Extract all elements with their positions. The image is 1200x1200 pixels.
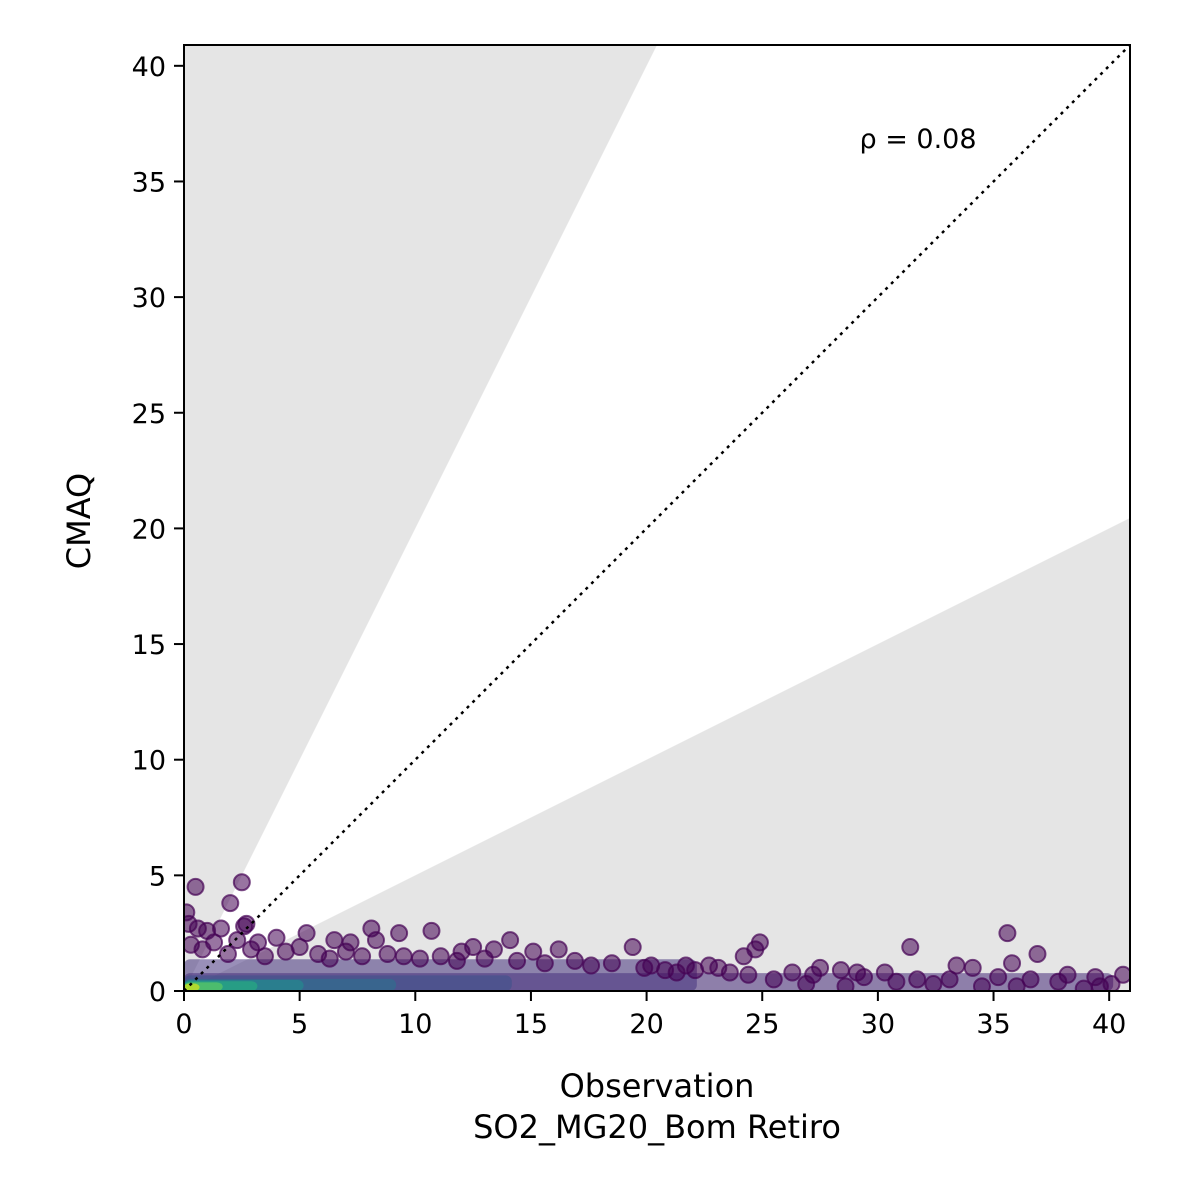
y-axis-ticks: 0 5 10 15 20 25 30 35 40 xyxy=(132,52,184,1008)
scatter-point xyxy=(686,961,705,980)
scatter-point xyxy=(431,947,450,966)
scatter-point xyxy=(602,954,621,973)
scatter-point xyxy=(623,938,642,957)
scatter-point xyxy=(267,928,286,947)
x-tick-label: 0 xyxy=(175,1009,192,1040)
scatter-point xyxy=(855,968,874,987)
scatter-point xyxy=(221,894,240,913)
x-tick-label: 15 xyxy=(514,1009,548,1040)
scatter-point xyxy=(565,951,584,970)
scatter-point xyxy=(366,931,385,950)
scatter-point xyxy=(410,949,429,968)
x-tick-label: 30 xyxy=(861,1009,895,1040)
y-tick-label: 0 xyxy=(149,977,166,1008)
scatter-point xyxy=(667,963,686,982)
scatter-point xyxy=(582,956,601,975)
y-tick-label: 35 xyxy=(132,167,166,198)
scatter-point xyxy=(378,944,397,963)
scatter-point xyxy=(205,933,224,952)
scatter-point xyxy=(212,919,231,938)
scatter-point xyxy=(336,942,355,961)
y-tick-label: 30 xyxy=(132,283,166,314)
x-tick-label: 40 xyxy=(1092,1009,1126,1040)
scatter-point xyxy=(186,877,205,896)
upper-shaded-band xyxy=(184,45,657,991)
scatter-point xyxy=(242,940,261,959)
y-tick-label: 15 xyxy=(132,630,166,661)
x-tick-label: 10 xyxy=(398,1009,432,1040)
scatter-point xyxy=(989,968,1008,987)
scatter-point xyxy=(320,949,339,968)
correlation-annotation: ρ = 0.08 xyxy=(859,124,976,155)
y-tick-label: 40 xyxy=(132,52,166,83)
y-tick-label: 5 xyxy=(149,861,166,892)
scatter-point xyxy=(963,958,982,977)
scatter-point xyxy=(875,963,894,982)
scatter-point xyxy=(924,975,943,991)
scatter-point xyxy=(549,940,568,959)
scatter-point xyxy=(235,917,254,936)
scatter-point xyxy=(764,970,783,989)
scatter-point xyxy=(535,954,554,973)
scatter-point xyxy=(422,921,441,940)
scatter-point xyxy=(290,938,309,957)
reference-line xyxy=(184,45,1130,991)
y-tick-label: 10 xyxy=(132,746,166,777)
scatter-point xyxy=(720,963,739,982)
scatter-point xyxy=(831,961,850,980)
shaded-bands xyxy=(184,45,1130,991)
scatter-points xyxy=(184,873,1130,991)
one-to-one-line xyxy=(184,45,1130,991)
scatter-point xyxy=(972,977,991,991)
scatter-point xyxy=(901,938,920,957)
scatter-point xyxy=(1049,972,1068,991)
scatter-point xyxy=(836,977,855,991)
scatter-point xyxy=(1028,944,1047,963)
scatter-point xyxy=(1003,954,1022,973)
y-tick-label: 25 xyxy=(132,399,166,430)
scatter-point xyxy=(797,975,816,991)
x-axis-label: Observation xyxy=(560,1067,755,1105)
scatter-point xyxy=(908,970,927,989)
y-tick-label: 20 xyxy=(132,514,166,545)
scatter-point xyxy=(1021,970,1040,989)
x-tick-label: 20 xyxy=(629,1009,663,1040)
x-axis-ticks: 0 5 10 15 20 25 30 35 40 xyxy=(175,991,1126,1040)
x-tick-label: 5 xyxy=(291,1009,308,1040)
scatter-point xyxy=(218,944,237,963)
scatter-point xyxy=(475,949,494,968)
scatter-point xyxy=(998,924,1017,943)
scatter-point xyxy=(887,972,906,991)
x-tick-label: 35 xyxy=(976,1009,1010,1040)
scatter-point xyxy=(297,924,316,943)
scatter-point xyxy=(390,924,409,943)
scatter-point xyxy=(353,947,372,966)
scatter-point xyxy=(394,947,413,966)
scatter-point xyxy=(783,963,802,982)
scatter-point xyxy=(501,931,520,950)
scatter-point xyxy=(734,947,753,966)
x-axis-sublabel: SO2_MG20_Bom Retiro xyxy=(473,1108,841,1146)
scatter-point xyxy=(464,938,483,957)
x-tick-label: 25 xyxy=(745,1009,779,1040)
scatter-point xyxy=(524,942,543,961)
scatter-point xyxy=(255,947,274,966)
scatter-point xyxy=(635,958,654,977)
scatter-point xyxy=(1007,977,1026,991)
scatter-point xyxy=(228,931,247,950)
lower-shaded-band xyxy=(184,518,1130,991)
scatter-point xyxy=(232,873,251,892)
scatter-point xyxy=(739,965,758,984)
y-axis-label: CMAQ xyxy=(60,473,98,569)
scatter-point xyxy=(508,951,527,970)
density-band-7 xyxy=(184,983,200,991)
plot-frame xyxy=(183,44,1131,992)
scatter-point xyxy=(447,951,466,970)
scatter-point xyxy=(1074,979,1093,991)
scatter-point xyxy=(940,970,959,989)
